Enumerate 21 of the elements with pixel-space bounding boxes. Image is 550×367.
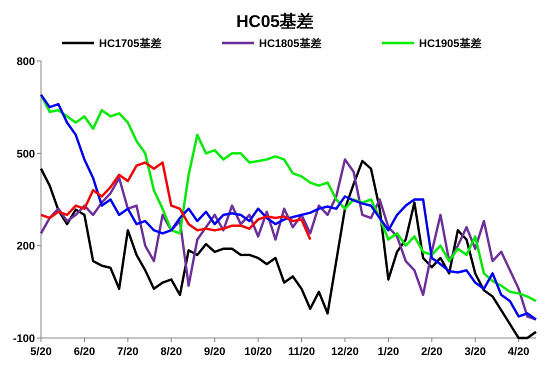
x-tick-label: 4/20: [508, 346, 530, 358]
y-tick-label: -100: [12, 333, 35, 345]
chart-title: HC05基差: [236, 12, 314, 31]
x-tick-label: 6/20: [74, 346, 96, 358]
x-tick-label: 12/20: [331, 346, 359, 358]
x-tick-label: 8/20: [160, 346, 182, 358]
x-tick-label: 2/20: [421, 346, 442, 358]
y-tick-label: 500: [16, 148, 35, 160]
legend-label: HC1805基差: [259, 37, 322, 50]
y-tick-label: 200: [16, 240, 35, 253]
line-series: [40, 161, 312, 241]
x-tick-label: 7/20: [117, 346, 139, 358]
legend-label: HC1905基差: [419, 37, 482, 50]
x-tick-label: 9/20: [204, 346, 226, 358]
x-tick-label: 3/20: [464, 346, 486, 358]
x-tick-label: 10/20: [244, 346, 272, 358]
x-tick-label: 11/20: [288, 346, 315, 358]
legend-label: HC1705基差: [99, 37, 162, 50]
x-tick-label: 1/20: [378, 346, 400, 358]
y-tick-label: 800: [16, 56, 35, 68]
x-tick-label: 5/20: [30, 346, 52, 358]
